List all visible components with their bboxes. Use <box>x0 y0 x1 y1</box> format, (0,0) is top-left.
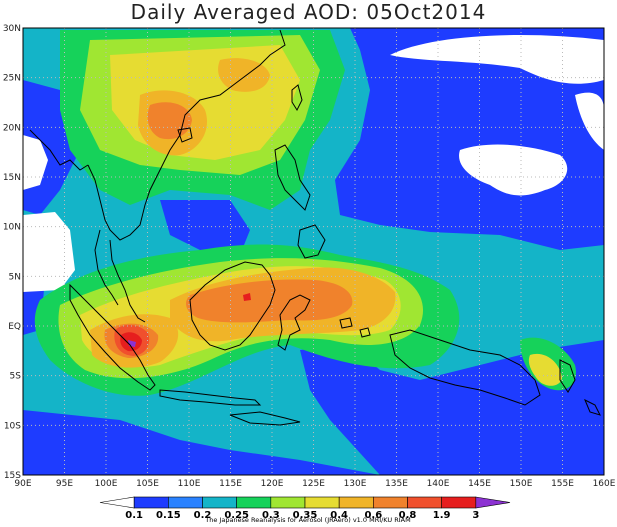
longitude-label: 105E <box>136 479 159 489</box>
colorbar-segment <box>99 496 135 509</box>
latitude-label: 10N <box>3 223 21 233</box>
colorbar-level-label: 0.8 <box>399 510 417 521</box>
colorbar-level-label: 0.3 <box>262 510 280 521</box>
longitude-label: 100E <box>95 479 118 489</box>
longitude-label: 160E <box>593 479 616 489</box>
longitude-label: 125E <box>302 479 325 489</box>
colorbar-level-label: 0.15 <box>156 510 181 521</box>
credit-text: The Japanese Reanalysis for Aerosol (JRA… <box>204 516 410 524</box>
colorbar-labels: 0.1 0.15 0.2 0.25 0.3 0.35 0.4 0.6 0.8 1.9 3 <box>125 510 479 521</box>
longitude-label: 115E <box>219 479 242 489</box>
colorbar <box>99 496 511 509</box>
longitude-label: 130E <box>344 479 367 489</box>
longitude-label: 95E <box>56 479 73 489</box>
colorbar-level-label: 0.6 <box>364 510 382 521</box>
latitude-label: 15S <box>4 471 21 481</box>
latitude-label: 25N <box>3 74 21 84</box>
aod-field <box>23 28 604 475</box>
colorbar-level-label: 0.2 <box>194 510 212 521</box>
latitude-label: 10S <box>4 421 21 431</box>
latitude-label: 5N <box>9 272 21 282</box>
longitude-label: 155E <box>551 479 574 489</box>
colorbar-level-label: 0.4 <box>330 510 348 521</box>
colorbar-level-label: 0.35 <box>293 510 318 521</box>
longitude-labels: 90E 95E 100E 105E 110E 115E 120E 125E 130E 135E 14… <box>14 479 615 489</box>
colorbar-segment <box>133 496 169 509</box>
colorbar-level-label: 0.1 <box>125 510 143 521</box>
colorbar-segment <box>441 496 477 509</box>
colorbar-level-label: 1.9 <box>433 510 451 521</box>
colorbar-level-label: 3 <box>472 510 479 521</box>
colorbar-segment <box>407 496 442 509</box>
colorbar-segment <box>475 496 511 509</box>
latitude-label: 20N <box>3 123 21 133</box>
colorbar-segment <box>270 496 306 509</box>
colorbar-segment <box>338 496 374 509</box>
colorbar-segment <box>202 496 237 509</box>
longitude-label: 90E <box>14 479 31 489</box>
longitude-label: 140E <box>427 479 450 489</box>
latitude-label: 15N <box>3 173 21 183</box>
latitude-label: EQ <box>8 322 21 332</box>
colorbar-level-label: 0.25 <box>224 510 249 521</box>
latitude-labels: 30N 25N 20N 15N 10N 5N EQ 5S 10S 15S <box>3 24 21 481</box>
longitude-label: 135E <box>385 479 408 489</box>
longitude-label: 145E <box>468 479 491 489</box>
longitude-label: 120E <box>261 479 284 489</box>
colorbar-segment <box>236 496 272 509</box>
map-frame <box>22 27 605 476</box>
colorbar-segment <box>304 496 340 509</box>
map-title: Daily Averaged AOD: 05Oct2014 <box>130 0 487 24</box>
colorbar-segment <box>168 496 203 509</box>
colorbar-segment <box>373 496 408 509</box>
longitude-label: 150E <box>510 479 533 489</box>
latitude-label: 30N <box>3 24 21 34</box>
longitude-label: 110E <box>178 479 201 489</box>
latitude-label: 5S <box>10 372 22 382</box>
